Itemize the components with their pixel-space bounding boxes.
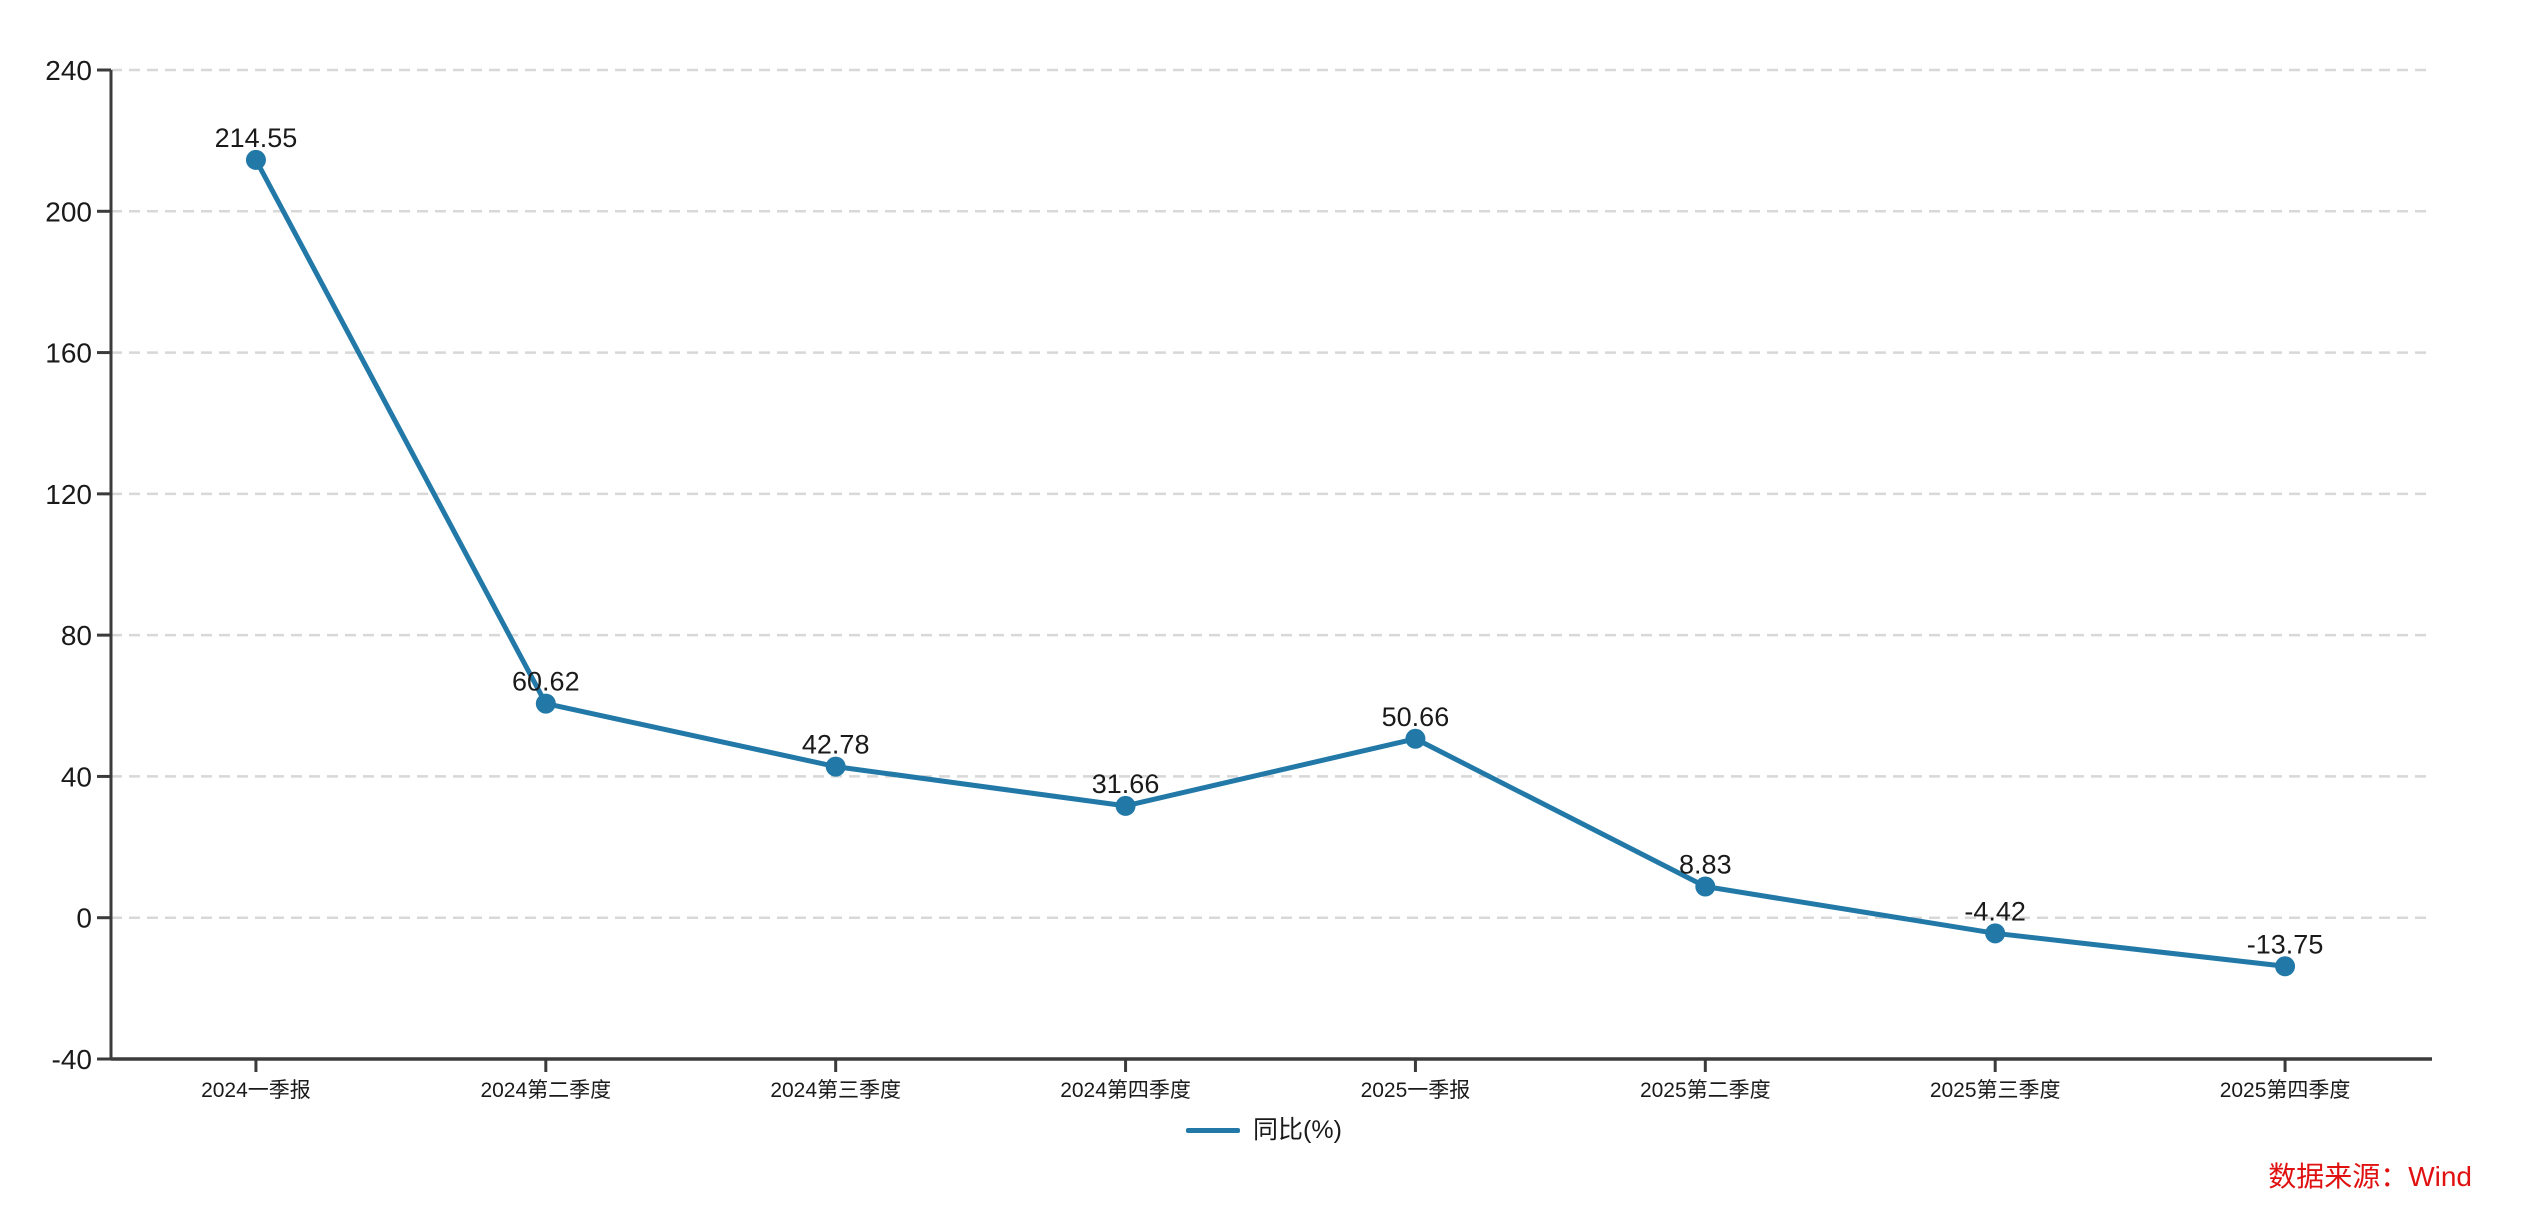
legend-line-swatch [1186,1127,1241,1133]
y-axis-tick-label: 240 [45,55,92,86]
y-axis-tick-label: -40 [52,1044,92,1075]
data-point-label: 60.62 [512,667,580,697]
x-axis-tick-label: 2025一季报 [1361,1079,1471,1102]
line-chart: 240 200 160 120 80 40 0 -40 2024一季报 2024第二季度 2024第… [45,55,2432,1102]
x-axis-tick-label: 2024一季报 [201,1079,311,1102]
data-point-label: 50.66 [1382,702,1450,732]
y-axis-tick-label: 200 [45,196,92,227]
data-point [1115,795,1136,816]
x-axis-tick-label: 2024第二季度 [480,1079,611,1102]
y-axis-tick-label: 40 [61,761,92,792]
y-axis-tick-label: 0 [76,903,92,934]
y-axis-tick-label: 80 [61,620,92,651]
data-point [1985,923,2006,944]
x-axis-tick-label: 2025第四季度 [2220,1079,2351,1102]
series-line [253,157,2288,969]
x-axis-tick-label: 2025第三季度 [1930,1079,2061,1102]
data-point-label: 214.55 [215,123,298,153]
y-axis-tick-label: 120 [45,479,92,510]
data-point-label: -13.75 [2247,929,2324,959]
legend: 同比(%) [0,1112,2528,1148]
data-point-label: 8.83 [1679,850,1732,880]
x-axis-tick-label: 2025第二季度 [1640,1079,1771,1102]
data-point [1405,728,1426,749]
data-point-label: 42.78 [802,730,870,760]
data-source-note: 数据来源：Wind [2268,1161,2472,1192]
y-axis-tick-label: 160 [45,338,92,369]
data-point-label: -4.42 [1964,896,2026,926]
data-point [535,693,556,714]
data-point [2275,956,2296,977]
x-axis-tick-label: 2024第三季度 [770,1079,901,1102]
legend-label: 同比(%) [1253,1116,1342,1144]
data-point [825,756,846,777]
data-point-label: 31.66 [1092,769,1160,799]
data-point [1695,876,1716,897]
data-point [245,149,266,170]
x-axis-tick-label: 2024第四季度 [1060,1079,1191,1102]
